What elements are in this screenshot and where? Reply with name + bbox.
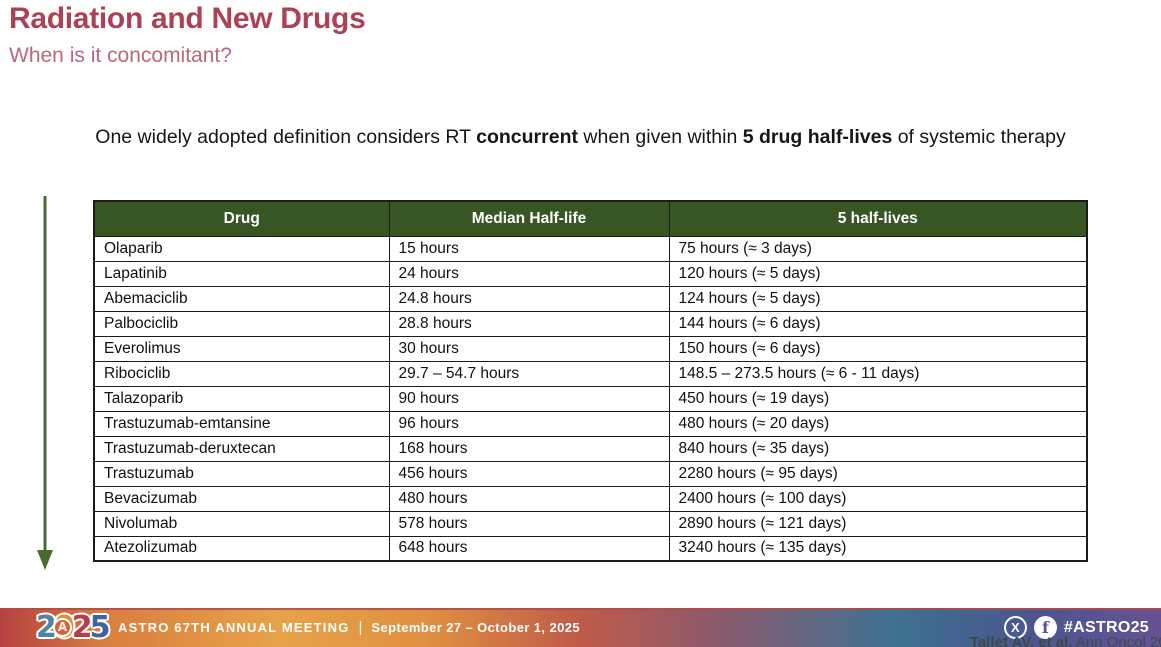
table-body: Olaparib 15 hours 75 hours (≈ 3 days) La… [93, 235, 1088, 562]
half-life-table: Drug Median Half-life 5 half-lives Olapa… [93, 200, 1088, 562]
cell-five-half-lives: 144 hours (≈ 6 days) [668, 310, 1088, 337]
cell-drug: Palbociclib [93, 310, 390, 337]
logo-digit: 2 [71, 610, 93, 645]
table-row: Talazoparib 90 hours 450 hours (≈ 19 day… [93, 385, 1088, 412]
cell-drug: Lapatinib [93, 260, 390, 287]
table-row: Nivolumab 578 hours 2890 hours (≈ 121 da… [93, 510, 1088, 537]
cell-five-half-lives: 120 hours (≈ 5 days) [668, 260, 1088, 287]
cell-five-half-lives: 450 hours (≈ 19 days) [668, 385, 1088, 412]
citation-text: Tallet AV, et al. Ann Oncol 201 [970, 634, 1161, 647]
cell-five-half-lives: 148.5 – 273.5 hours (≈ 6 - 11 days) [668, 360, 1088, 387]
cell-median-half-life: 90 hours [388, 385, 670, 412]
table-header-median-half-life: Median Half-life [388, 200, 670, 237]
table-row: Bevacizumab 480 hours 2400 hours (≈ 100 … [93, 485, 1088, 512]
cell-median-half-life: 29.7 – 54.7 hours [388, 360, 670, 387]
citation-journal: Ann Oncol 201 [1075, 634, 1161, 647]
meeting-info: ASTRO 67TH ANNUAL MEETING | September 27… [118, 619, 580, 636]
sentence-part: One widely adopted definition considers … [95, 126, 477, 148]
cell-drug: Talazoparib [93, 385, 390, 412]
table-row: Olaparib 15 hours 75 hours (≈ 3 days) [93, 235, 1088, 262]
cell-drug: Ribociclib [93, 360, 390, 387]
cell-median-half-life: 168 hours [388, 435, 670, 462]
cell-five-half-lives: 840 hours (≈ 35 days) [668, 435, 1088, 462]
sentence-part: when given within [577, 126, 743, 148]
cell-median-half-life: 456 hours [388, 460, 670, 487]
cell-median-half-life: 96 hours [388, 410, 670, 437]
sentence-bold-half-lives: 5 drug half-lives [742, 126, 893, 148]
cell-median-half-life: 648 hours [388, 535, 670, 562]
table-header-drug: Drug [93, 200, 390, 237]
citation-authors: Tallet AV, et al. [969, 634, 1073, 647]
cell-median-half-life: 24.8 hours [388, 285, 670, 312]
table-row: Trastuzumab-emtansine 96 hours 480 hours… [93, 410, 1088, 437]
separator: | [358, 619, 363, 636]
cell-drug: Everolimus [93, 335, 390, 362]
hashtag-label: #ASTRO25 [1063, 618, 1149, 636]
cell-drug: Trastuzumab-deruxtecan [93, 435, 390, 462]
cell-median-half-life: 578 hours [388, 510, 670, 537]
cell-five-half-lives: 2400 hours (≈ 100 days) [668, 485, 1088, 512]
meeting-dates: September 27 – October 1, 2025 [371, 620, 580, 635]
footer-social: X f #ASTRO25 [1003, 616, 1149, 639]
cell-drug: Atezolizumab [93, 535, 390, 562]
meeting-name: ASTRO 67TH ANNUAL MEETING [118, 620, 350, 635]
cell-drug: Bevacizumab [93, 485, 390, 512]
table-row: Everolimus 30 hours 150 hours (≈ 6 days) [93, 335, 1088, 362]
cell-median-half-life: 15 hours [388, 235, 670, 262]
cell-five-half-lives: 2890 hours (≈ 121 days) [668, 510, 1088, 537]
x-social-icon[interactable]: X [1003, 616, 1027, 639]
cell-drug: Olaparib [93, 235, 390, 262]
table-row: Lapatinib 24 hours 120 hours (≈ 5 days) [93, 260, 1088, 287]
logo-digit: 5 [89, 610, 111, 645]
cell-median-half-life: 480 hours [388, 485, 670, 512]
down-arrow-icon [31, 192, 59, 572]
footer-bar: 2025 A ASTRO 67TH ANNUAL MEETING | Septe… [0, 608, 1161, 647]
cell-five-half-lives: 124 hours (≈ 5 days) [668, 285, 1088, 312]
table-row: Ribociclib 29.7 – 54.7 hours 148.5 – 273… [93, 360, 1088, 387]
cell-five-half-lives: 3240 hours (≈ 135 days) [668, 535, 1088, 562]
definition-sentence: One widely adopted definition considers … [0, 126, 1161, 149]
cell-drug: Abemaciclib [93, 285, 390, 312]
astro-2025-logo: 2025 A [36, 610, 110, 645]
sentence-part: of systemic therapy [892, 126, 1066, 148]
cell-five-half-lives: 75 hours (≈ 3 days) [668, 235, 1088, 262]
table-row: Atezolizumab 648 hours 3240 hours (≈ 135… [93, 535, 1088, 562]
astro-a-badge-icon: A [53, 617, 72, 637]
table-row: Trastuzumab-deruxtecan 168 hours 840 hou… [93, 435, 1088, 462]
cell-drug: Trastuzumab-emtansine [93, 410, 390, 437]
cell-median-half-life: 30 hours [388, 335, 670, 362]
cell-drug: Trastuzumab [93, 460, 390, 487]
table-row: Palbociclib 28.8 hours 144 hours (≈ 6 da… [93, 310, 1088, 337]
cell-five-half-lives: 150 hours (≈ 6 days) [668, 335, 1088, 362]
cell-five-half-lives: 480 hours (≈ 20 days) [668, 410, 1088, 437]
facebook-icon[interactable]: f [1033, 616, 1057, 639]
cell-median-half-life: 28.8 hours [388, 310, 670, 337]
table-header-five-half-lives: 5 half-lives [668, 200, 1088, 237]
sentence-bold-concurrent: concurrent [476, 126, 578, 148]
logo-digit: 2 [36, 610, 57, 645]
page-title: Radiation and New Drugs [9, 2, 366, 35]
table-header-row: Drug Median Half-life 5 half-lives [93, 200, 1088, 237]
table-row: Trastuzumab 456 hours 2280 hours (≈ 95 d… [93, 460, 1088, 487]
cell-median-half-life: 24 hours [388, 260, 670, 287]
cell-drug: Nivolumab [93, 510, 390, 537]
cell-five-half-lives: 2280 hours (≈ 95 days) [668, 460, 1088, 487]
page-subtitle: When is it concomitant? [9, 44, 232, 67]
table-row: Abemaciclib 24.8 hours 124 hours (≈ 5 da… [93, 285, 1088, 312]
